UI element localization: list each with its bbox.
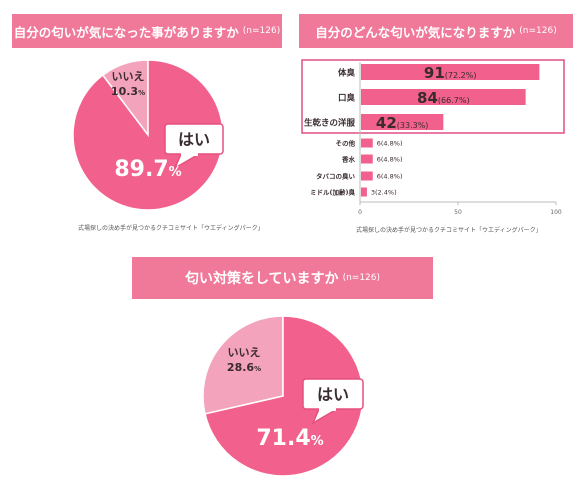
- pie-chart-1-yes-label: はい: [178, 130, 210, 149]
- pie-chart-2-yes-label: はい: [317, 385, 349, 404]
- bar-chart-bar: [361, 154, 373, 164]
- bar-chart-value-label: 6(4.8%): [377, 140, 403, 148]
- pie-chart-2-no-label: いいえ: [228, 346, 261, 359]
- pie-chart-1-no-label: いいえ: [112, 70, 145, 83]
- bar-chart-bar: [361, 171, 373, 181]
- pie-chart-1-no-value: 10.3%: [111, 85, 145, 98]
- bar-chart-value-label: 6(4.8%): [377, 156, 403, 164]
- bar-chart-bar: [361, 138, 373, 148]
- bar-chart-category-label: タバコの臭い: [316, 172, 356, 181]
- bar-chart-bar: [361, 114, 444, 130]
- bar-chart-bar: [361, 89, 526, 105]
- bar-chart-n-label: (n=126): [519, 26, 557, 36]
- bar-chart-x-tick-label: 0: [358, 209, 362, 216]
- bar-chart-title: 自分のどんな匂いが気になりますか: [315, 24, 516, 40]
- pie-chart-1-title-banner: 自分の匂いが気になった事がありますか (n=126): [12, 14, 282, 48]
- bar-chart-bar: [361, 64, 540, 80]
- bar-chart-highlight-frame: [301, 59, 565, 134]
- bar-chart-category-label: 生乾きの洋服: [304, 118, 356, 129]
- pie-chart-2-title: 匂い対策をしていますか: [184, 271, 339, 287]
- pie-chart-2-title-banner: 匂い対策をしていますか (n=126): [132, 257, 433, 299]
- pie-chart-2-slice-yes: [204, 315, 364, 477]
- bar-chart-category-label: 口臭: [338, 93, 356, 104]
- pie-chart-2-slice-no: [202, 315, 284, 415]
- bar-chart-title-banner: 自分のどんな匂いが気になりますか (n=126): [299, 14, 573, 48]
- bar-chart-x-tick-label: 50: [454, 209, 462, 216]
- bar-chart-bar: [361, 187, 367, 197]
- bar-chart-category-label: その他: [336, 139, 356, 148]
- bar-chart-value-label: 3(2.4%): [371, 189, 397, 197]
- pie-chart-1-n-label: (n=126): [242, 26, 281, 36]
- bar-chart-x-tick-label: 100: [550, 209, 562, 216]
- pie-chart-1-source-note: 式場探しの決め手が見つかるクチコミサイト「ウエディングパーク」: [78, 225, 264, 232]
- bar-chart-category-label: ミドル(加齢)臭: [310, 188, 355, 197]
- bar-chart-category-label: 体臭: [338, 68, 356, 79]
- bar-chart-value-label: 6(4.8%): [377, 173, 403, 181]
- bar-chart-category-label: 香水: [342, 155, 356, 164]
- pie-chart-2-no-value: 28.6%: [227, 361, 261, 374]
- pie-chart-1-slice-yes: [72, 59, 224, 211]
- pie-chart-2-n-label: (n=126): [342, 273, 381, 283]
- pie-chart-1-title: 自分の匂いが気になった事がありますか: [13, 24, 239, 40]
- bar-chart-source-note: 式場探しの決め手が見つかるクチコミサイト「ウエディングパーク」: [356, 227, 542, 234]
